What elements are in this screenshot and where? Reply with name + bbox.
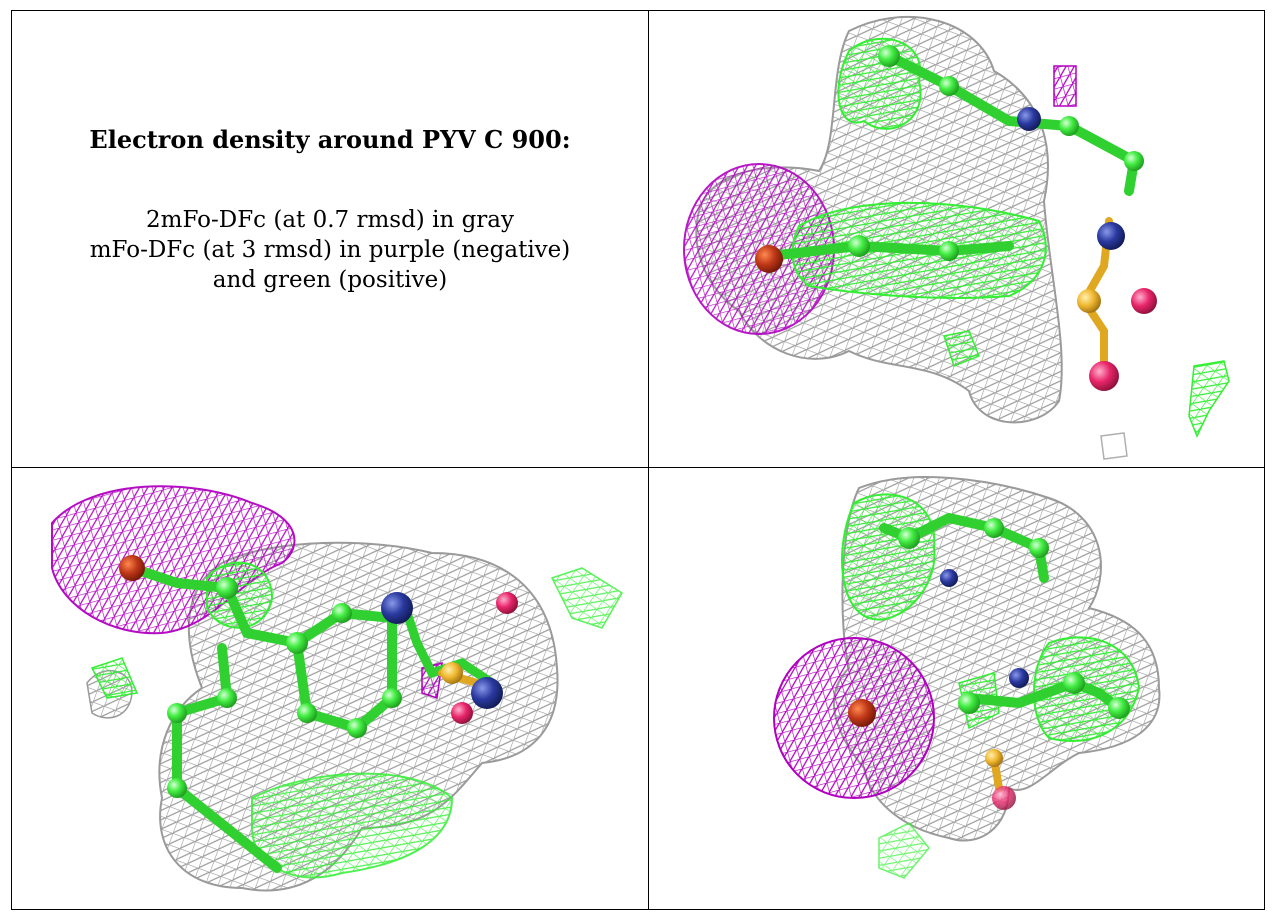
- mesh-fragment-gray: [1100, 432, 1128, 460]
- density-view-2-image: [51, 485, 624, 892]
- ligand-atoms: [119, 555, 518, 798]
- grid-vertical-divider: [648, 10, 649, 910]
- ligand-atoms: [848, 518, 1130, 810]
- caption-title: Electron density around PYV C 900:: [89, 125, 571, 154]
- mesh-fofc-positive-green: [90, 561, 624, 879]
- caption-line-2fofc: 2mFo-DFc (at 0.7 rmsd) in gray: [146, 207, 514, 233]
- figure-grid: [11, 10, 1265, 910]
- grid-horizontal-divider: [11, 467, 1265, 468]
- density-view-1: [649, 11, 1264, 467]
- density-view-3: [649, 468, 1264, 909]
- density-view-2: [12, 468, 648, 909]
- mesh-fofc-negative-purple: [683, 65, 1077, 335]
- caption-line-colors: and green (positive): [212, 267, 448, 293]
- caption-body: 2mFo-DFc (at 0.7 rmsd) in gray mFo-DFc (…: [12, 205, 648, 295]
- density-view-3-image: [773, 476, 1161, 879]
- density-view-1-image: [683, 16, 1230, 460]
- caption-cell: Electron density around PYV C 900: 2mFo-…: [12, 11, 648, 467]
- ligand-atoms: [755, 45, 1157, 391]
- caption-line-fofc: mFo-DFc (at 3 rmsd) in purple (negative): [89, 237, 571, 263]
